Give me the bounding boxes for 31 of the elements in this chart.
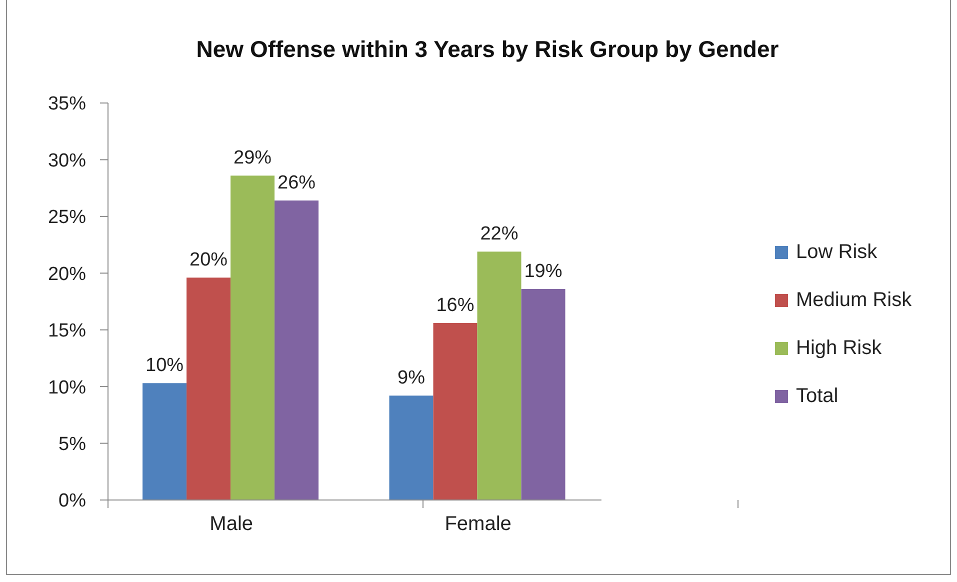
data-label: 26% xyxy=(278,172,316,194)
bar xyxy=(433,323,478,500)
bar xyxy=(389,396,434,500)
data-label: 20% xyxy=(190,250,228,271)
legend-label: Medium Risk xyxy=(796,288,912,312)
y-tick-label: 15% xyxy=(48,320,86,342)
x-tick-label: Female xyxy=(444,513,512,536)
legend-label: Low Risk xyxy=(796,240,878,264)
data-label: 16% xyxy=(436,295,474,316)
y-tick-label: 0% xyxy=(58,490,86,512)
data-label: 22% xyxy=(480,224,518,245)
y-tick-label: 5% xyxy=(58,434,86,456)
bar xyxy=(274,200,319,500)
bar xyxy=(477,252,522,500)
bar xyxy=(186,278,231,500)
bar xyxy=(230,176,275,500)
y-tick-label: 35% xyxy=(48,94,86,115)
data-label: 10% xyxy=(146,355,184,376)
chart-title: New Offense within 3 Years by Risk Group by Gender xyxy=(195,36,780,63)
x-tick-label: Male xyxy=(210,513,254,536)
bar xyxy=(142,383,187,500)
data-label: 19% xyxy=(524,261,562,282)
bar xyxy=(521,289,566,500)
y-tick-label: 25% xyxy=(48,207,86,228)
data-label: 9% xyxy=(398,368,426,389)
y-tick-label: 20% xyxy=(48,264,86,285)
legend-label: High Risk xyxy=(796,336,882,360)
y-tick-label: 30% xyxy=(48,150,86,172)
data-label: 29% xyxy=(234,148,272,169)
y-tick-label: 10% xyxy=(48,377,86,398)
legend-label: Total xyxy=(796,384,838,408)
